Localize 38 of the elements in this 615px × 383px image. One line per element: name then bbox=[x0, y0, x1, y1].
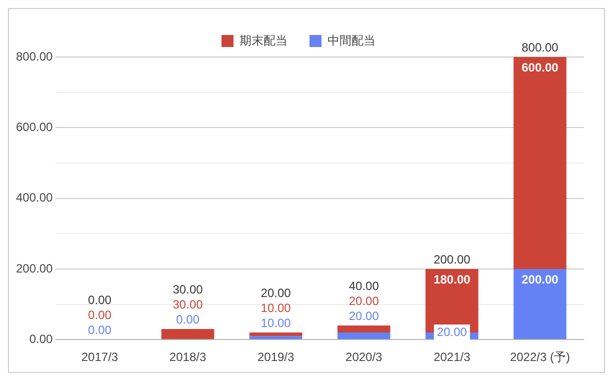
y-tick-label: 600.00 bbox=[16, 120, 54, 134]
x-tick-label: 2021/3 bbox=[434, 350, 471, 364]
data-label: 0.00 bbox=[88, 308, 112, 322]
data-label: 600.00 bbox=[522, 60, 559, 74]
y-tick-label: 200.00 bbox=[16, 261, 54, 276]
total-label: 800.00 bbox=[522, 40, 559, 54]
total-label: 0.00 bbox=[88, 322, 112, 337]
data-label: 200.00 bbox=[522, 272, 559, 286]
x-tick-label: 2018/3 bbox=[169, 350, 206, 364]
data-label: 10.00 bbox=[260, 300, 292, 315]
x-tick-label: 2019/3 bbox=[257, 350, 295, 364]
total-label: 200.00 bbox=[434, 252, 471, 266]
bar bbox=[161, 329, 214, 340]
legend-label: 期末配当 bbox=[240, 33, 288, 48]
bar bbox=[249, 336, 302, 340]
x-tick-label: 2020/3 bbox=[346, 350, 383, 364]
data-label: 30.00 bbox=[172, 282, 204, 296]
bar bbox=[337, 332, 390, 340]
data-label: 20.00 bbox=[348, 308, 380, 323]
bar bbox=[514, 268, 566, 340]
bar bbox=[249, 332, 302, 336]
y-tick-label: 800.00 bbox=[16, 49, 54, 64]
data-label: 0.00 bbox=[176, 312, 200, 326]
text: 0.00 bbox=[88, 292, 112, 307]
legend-label: 中間配当 bbox=[328, 33, 376, 48]
y-tick-label: 0.00 bbox=[29, 332, 54, 346]
x-tick-label: 2022/3 (予) bbox=[510, 350, 570, 364]
y-tick-label: 400.00 bbox=[16, 190, 54, 205]
total-label: 40.00 bbox=[348, 278, 380, 293]
x-tick-label: 2017/3 bbox=[81, 350, 118, 364]
bar bbox=[337, 325, 390, 333]
data-label: 10.00 bbox=[260, 316, 292, 330]
total-label: 30.00 bbox=[172, 297, 204, 312]
data-label: 20.00 bbox=[348, 294, 380, 308]
bar bbox=[514, 57, 566, 269]
data-label: 180.00 bbox=[434, 272, 471, 286]
total-label: 20.00 bbox=[260, 286, 292, 300]
data-label: 20.00 bbox=[436, 324, 468, 339]
